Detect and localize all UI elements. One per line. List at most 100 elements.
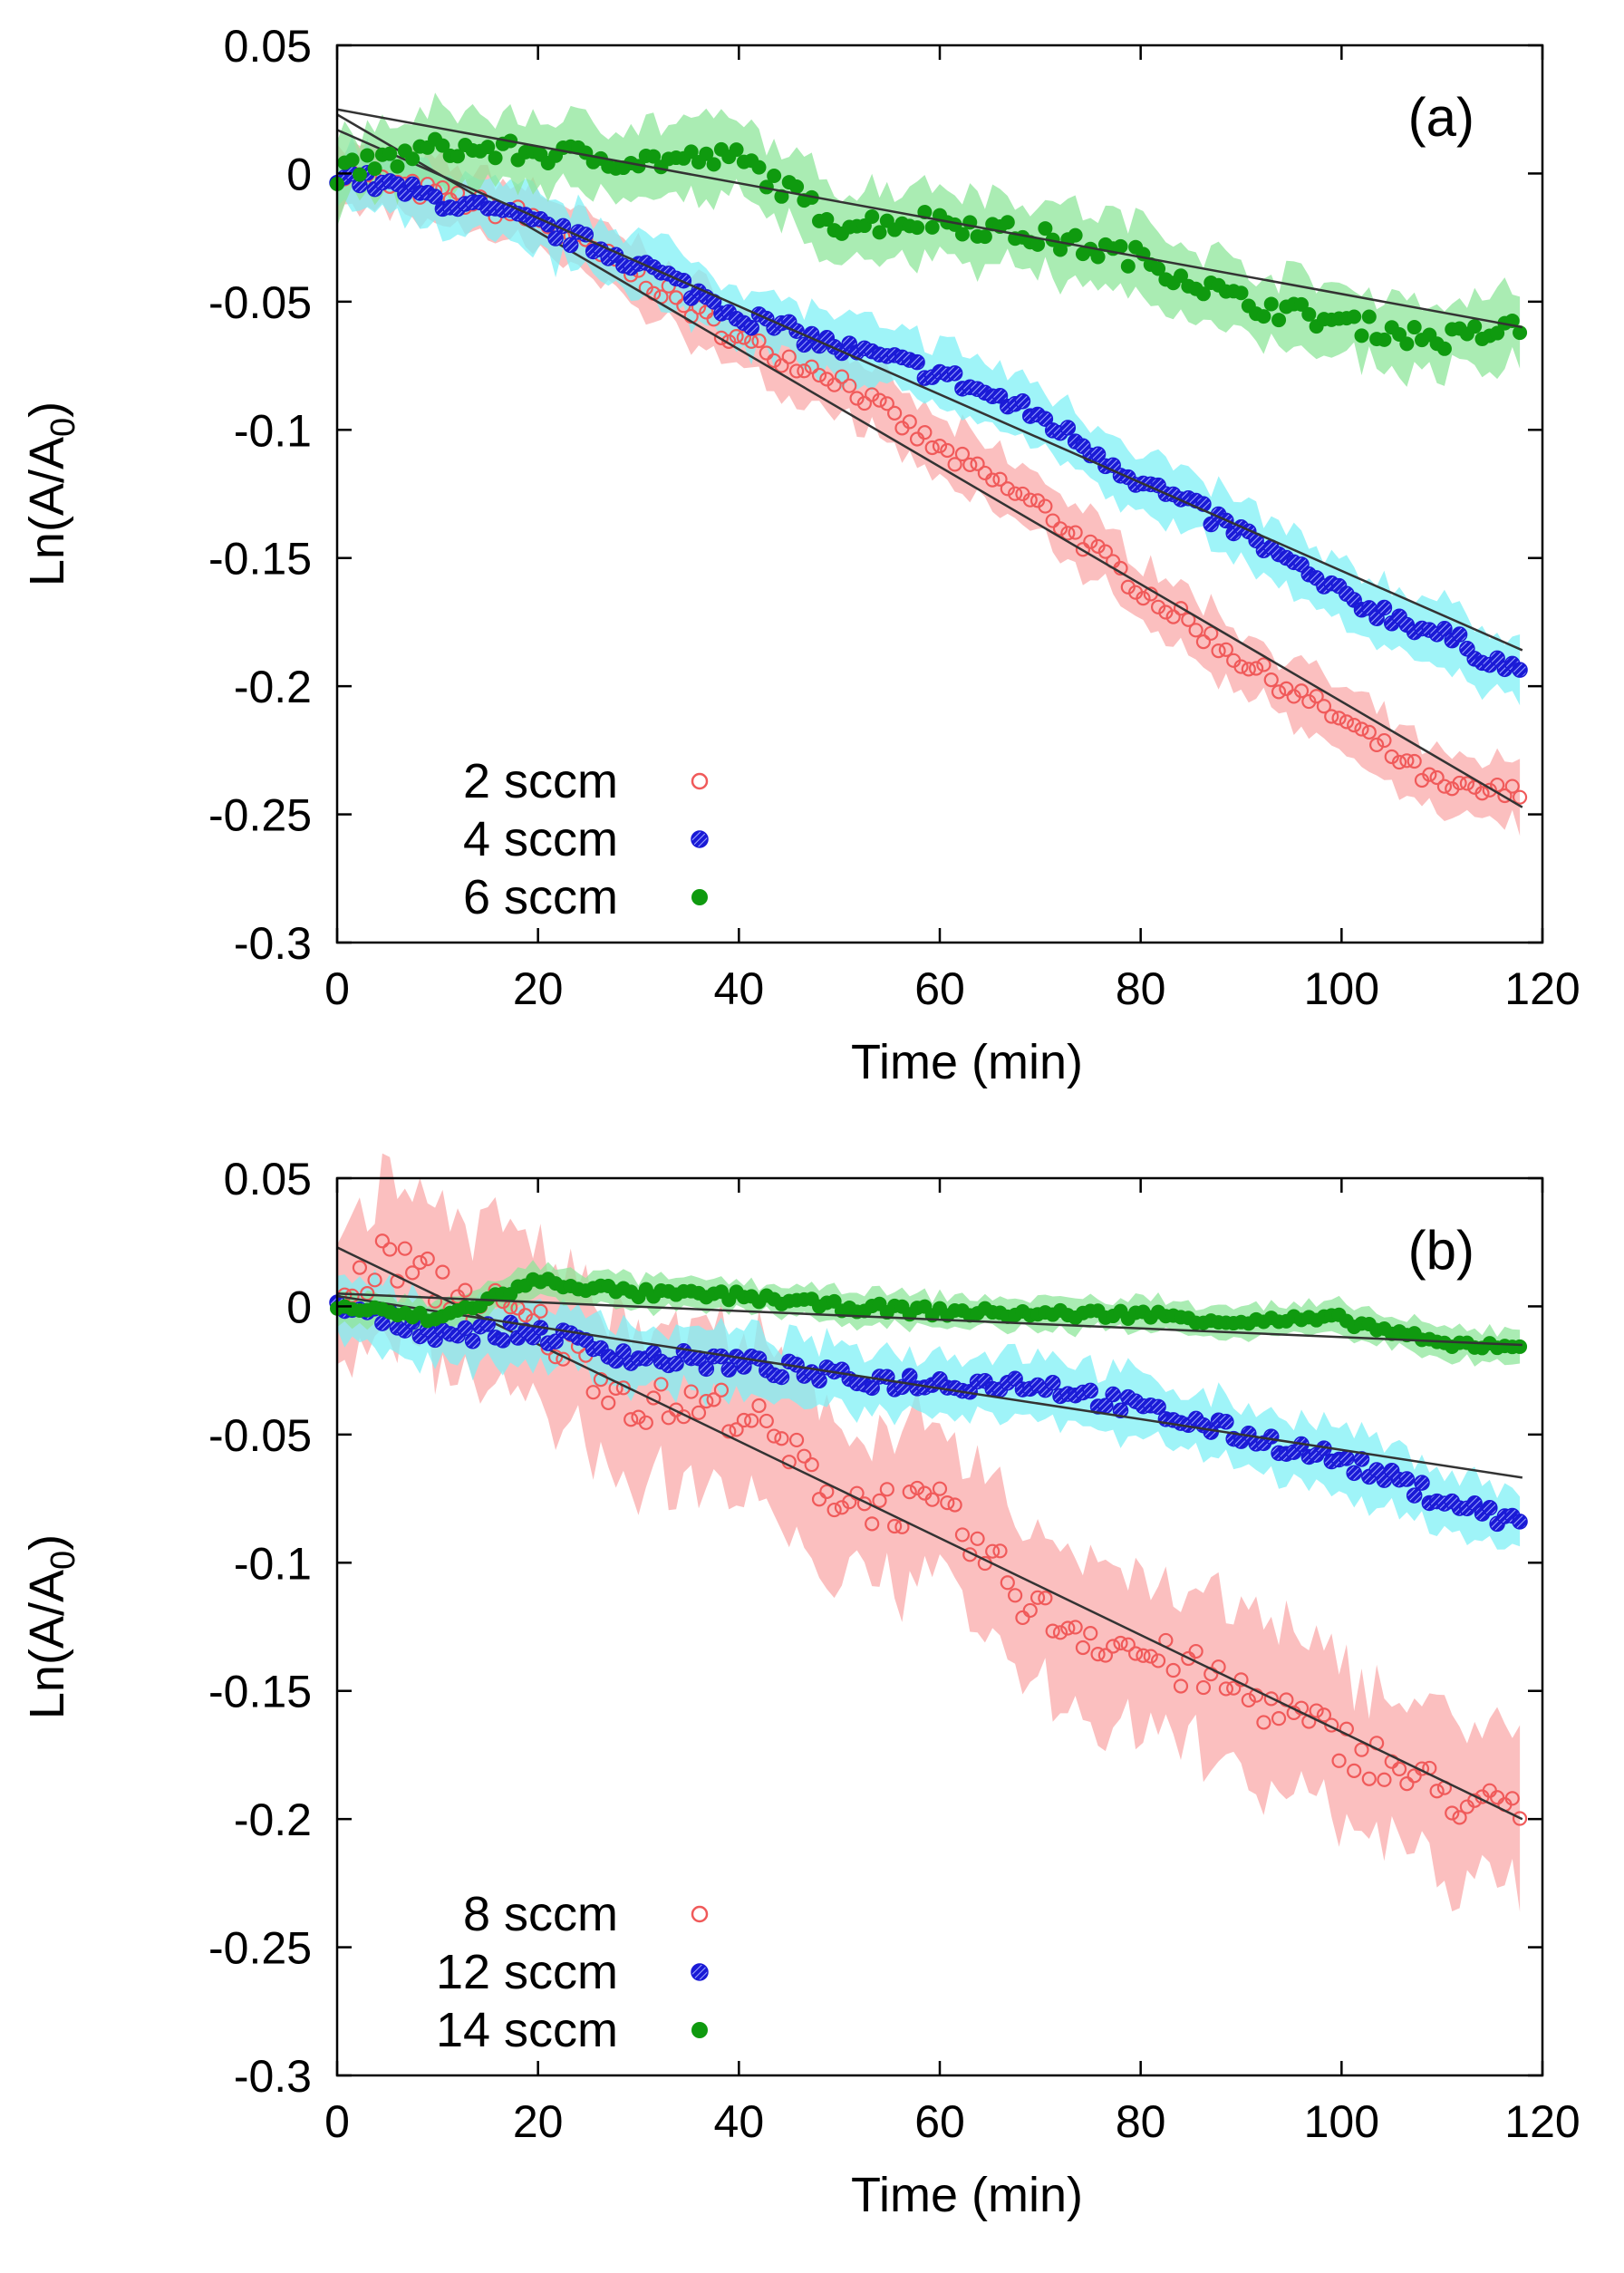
data-point [1022, 492, 1038, 508]
data-point [533, 1303, 548, 1319]
data-point [1294, 296, 1309, 312]
data-point [1241, 1692, 1256, 1708]
data-point [615, 1343, 632, 1359]
data-point [1188, 623, 1204, 638]
x-tick-label: 20 [513, 963, 564, 1014]
data-point [1000, 481, 1015, 497]
data-point [954, 1527, 971, 1543]
data-point [390, 1273, 405, 1289]
x-tick-label: 60 [914, 2096, 965, 2147]
y-tick-label: -0.2 [234, 662, 312, 712]
data-point [759, 345, 774, 361]
data-point [1038, 221, 1053, 237]
data-point [865, 1516, 880, 1532]
data-point [1377, 332, 1392, 347]
data-point [1226, 1680, 1242, 1696]
data-point [1279, 681, 1294, 696]
data-point [1090, 1647, 1106, 1662]
data-point [1490, 777, 1505, 793]
data-point [427, 189, 443, 205]
data-point [1391, 754, 1407, 770]
y-tick-label: -0.15 [208, 534, 312, 585]
data-point [1309, 1703, 1324, 1718]
data-point [1490, 325, 1505, 341]
data-point [1068, 227, 1083, 243]
y-tick-label: -0.15 [208, 1667, 312, 1717]
data-point [1347, 309, 1362, 324]
data-point [1459, 776, 1474, 791]
data-point [1512, 1514, 1528, 1530]
y-tick-label: 0 [286, 149, 312, 199]
data-point [699, 146, 714, 161]
data-point [661, 1410, 676, 1426]
data-point [631, 159, 646, 174]
data-point [1060, 526, 1076, 541]
data-point [405, 1265, 420, 1281]
data-point [1150, 599, 1166, 614]
data-point [367, 1272, 382, 1288]
data-point [464, 1333, 481, 1349]
data-point [826, 1502, 842, 1518]
panel-b: 0 20 40 60 80 100 120 0.05 0 -0.05 -0.1 -0.15 -0.2 -0… [20, 1153, 1580, 2222]
data-point [1218, 1681, 1233, 1697]
data-point [1089, 446, 1107, 463]
data-point [653, 1377, 669, 1392]
data-point [1038, 1591, 1053, 1606]
data-point [1143, 1649, 1158, 1664]
data-point [970, 1531, 985, 1546]
data-point [1271, 684, 1287, 700]
data-point [1233, 285, 1249, 301]
data-point [1309, 689, 1324, 704]
data-point [1512, 662, 1528, 678]
data-point [1249, 1688, 1264, 1703]
data-point [1136, 1648, 1151, 1663]
data-point [1504, 779, 1520, 794]
data-point [781, 349, 797, 364]
data-point [872, 392, 887, 408]
data-point [954, 446, 971, 462]
data-point [729, 142, 744, 158]
data-point [1045, 1623, 1060, 1639]
data-point [458, 1282, 473, 1298]
data-point [1369, 737, 1385, 753]
data-point [1090, 249, 1106, 265]
data-point [1316, 1707, 1332, 1723]
fit-line-6-sccm [336, 108, 1523, 329]
data-point [797, 1448, 812, 1464]
x-tick-label: 80 [1116, 963, 1166, 1014]
data-point [1376, 599, 1393, 616]
data-point [1097, 1648, 1113, 1663]
data-point [811, 1492, 827, 1507]
data-point [1354, 328, 1369, 343]
data-point [1211, 643, 1226, 659]
data-point [547, 230, 564, 247]
data-point [736, 1412, 751, 1428]
data-point [1030, 1590, 1046, 1605]
error-band-2-sccm [337, 140, 1521, 837]
error-band-4-sccm [337, 135, 1521, 706]
data-point [887, 405, 903, 421]
data-point [962, 457, 978, 472]
x-tick-label: 40 [714, 2096, 765, 2147]
fit-line-12-sccm [336, 1294, 1523, 1479]
data-point [1436, 621, 1453, 637]
data-point [374, 1233, 390, 1249]
data-point [720, 1361, 737, 1378]
y-tick-label: 0 [286, 1282, 312, 1332]
y-axis-label: Ln(A/A0) [20, 1534, 82, 1719]
data-point [910, 220, 925, 236]
x-tick-label: 100 [1304, 963, 1379, 1014]
data-point [435, 1264, 450, 1280]
series-4-sccm [329, 165, 1528, 678]
data-point [1150, 1653, 1166, 1668]
data-point [382, 146, 398, 161]
data-point [1173, 601, 1189, 616]
data-point [1113, 1635, 1128, 1651]
data-point [856, 395, 872, 411]
data-point [1354, 721, 1369, 737]
data-point [683, 1384, 699, 1399]
data-point [1256, 309, 1271, 324]
data-point [1263, 672, 1279, 688]
data-point [1331, 1753, 1347, 1768]
data-point [954, 227, 970, 242]
